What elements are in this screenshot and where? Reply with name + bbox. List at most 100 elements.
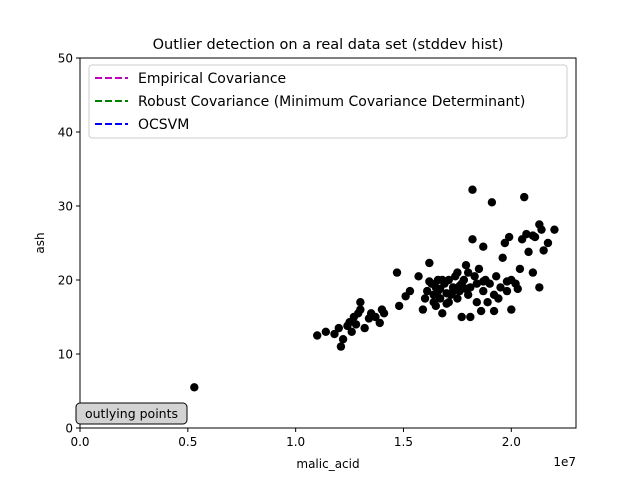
- data-point: [190, 383, 199, 392]
- data-point: [507, 305, 516, 314]
- legend-box: [88, 64, 568, 139]
- data-point: [466, 312, 475, 322]
- data-point: [485, 279, 494, 288]
- y-axis-ticks: 0 10 20 30 40 50: [58, 52, 80, 436]
- legend-label: Empirical Covariance: [138, 71, 286, 87]
- annotation-text: outlying points: [85, 406, 178, 421]
- data-point: [420, 294, 430, 303]
- data-point: [468, 185, 477, 194]
- y-tick-label: 40: [58, 126, 73, 140]
- data-point: [448, 286, 458, 296]
- data-point: [537, 225, 546, 234]
- data-point: [379, 309, 389, 318]
- data-point: [487, 198, 497, 207]
- data-point: [356, 305, 365, 314]
- data-point: [405, 286, 415, 296]
- y-tick-label: 0: [65, 422, 73, 436]
- data-point: [392, 268, 402, 277]
- data-point: [489, 306, 499, 316]
- data-point: [479, 277, 488, 286]
- data-point: [470, 272, 479, 281]
- data-point: [321, 327, 331, 336]
- data-point: [347, 327, 356, 336]
- data-point: [498, 253, 507, 262]
- x-axis-ticks: 0.0 0.5 1.0 1.5 2.0: [70, 428, 521, 449]
- data-point: [438, 275, 447, 285]
- data-point: [479, 286, 488, 296]
- data-point: [520, 192, 529, 202]
- y-tick-label: 30: [58, 200, 73, 214]
- chart-title: Outlier detection on a real data set (st…: [153, 37, 504, 53]
- data-point: [414, 272, 423, 281]
- data-point: [394, 301, 404, 311]
- data-points: [190, 185, 559, 392]
- y-tick-label: 10: [58, 348, 73, 362]
- x-axis-label: malic_acid: [296, 457, 359, 471]
- data-point: [539, 246, 548, 255]
- x-tick-label: 0.5: [178, 435, 197, 449]
- data-point: [500, 238, 510, 248]
- data-point: [425, 277, 434, 286]
- data-point: [360, 323, 369, 333]
- data-point: [513, 284, 522, 294]
- data-point: [483, 298, 492, 307]
- data-point: [528, 268, 538, 277]
- data-point: [522, 229, 531, 239]
- data-point: [375, 318, 384, 328]
- data-point: [444, 275, 453, 285]
- x-tick-label: 1.5: [394, 435, 413, 449]
- data-point: [479, 242, 488, 251]
- data-point: [504, 232, 514, 242]
- data-point: [463, 268, 473, 277]
- data-point: [453, 294, 462, 303]
- data-point: [313, 331, 322, 340]
- data-point: [351, 320, 361, 329]
- data-point: [472, 279, 481, 288]
- data-point: [444, 298, 453, 307]
- data-point: [535, 283, 544, 292]
- annotation-box: [75, 402, 188, 425]
- data-point: [550, 225, 559, 234]
- data-point: [461, 284, 471, 294]
- x-tick-label: 1.0: [286, 435, 305, 449]
- y-tick-label: 50: [58, 52, 73, 66]
- x-tick-label: 0.0: [70, 435, 89, 449]
- data-point: [433, 286, 443, 296]
- y-tick-label: 20: [58, 274, 73, 288]
- plot-frame: [79, 57, 577, 429]
- data-point: [502, 277, 512, 286]
- data-point: [524, 247, 533, 257]
- data-point: [453, 268, 462, 277]
- data-point: [455, 281, 464, 291]
- data-point: [543, 238, 553, 248]
- data-point: [494, 294, 503, 303]
- data-point: [515, 264, 525, 274]
- data-point: [423, 286, 432, 296]
- data-point: [431, 301, 441, 311]
- data-point: [435, 294, 445, 303]
- data-point: [330, 329, 339, 339]
- data-point: [334, 323, 343, 333]
- data-point: [502, 286, 512, 296]
- data-point: [457, 312, 466, 322]
- data-point: [472, 298, 481, 307]
- data-point: [425, 258, 434, 268]
- data-point: [530, 232, 540, 242]
- data-point: [338, 335, 348, 344]
- data-point: [418, 305, 428, 314]
- y-axis-label: ash: [33, 232, 47, 253]
- legend-label: OCSVM: [138, 117, 189, 133]
- data-point: [496, 283, 505, 292]
- data-point: [371, 312, 380, 322]
- legend: Empirical Covariance Robust Covariance (M…: [88, 64, 568, 139]
- data-point: [336, 342, 346, 351]
- data-point: [356, 298, 365, 307]
- data-point: [474, 264, 484, 274]
- data-point: [492, 272, 501, 281]
- data-point: [438, 309, 447, 318]
- data-point: [468, 235, 477, 244]
- data-point: [459, 275, 469, 285]
- data-point: [476, 306, 486, 316]
- legend-label: Robust Covariance (Minimum Covariance De…: [138, 94, 525, 110]
